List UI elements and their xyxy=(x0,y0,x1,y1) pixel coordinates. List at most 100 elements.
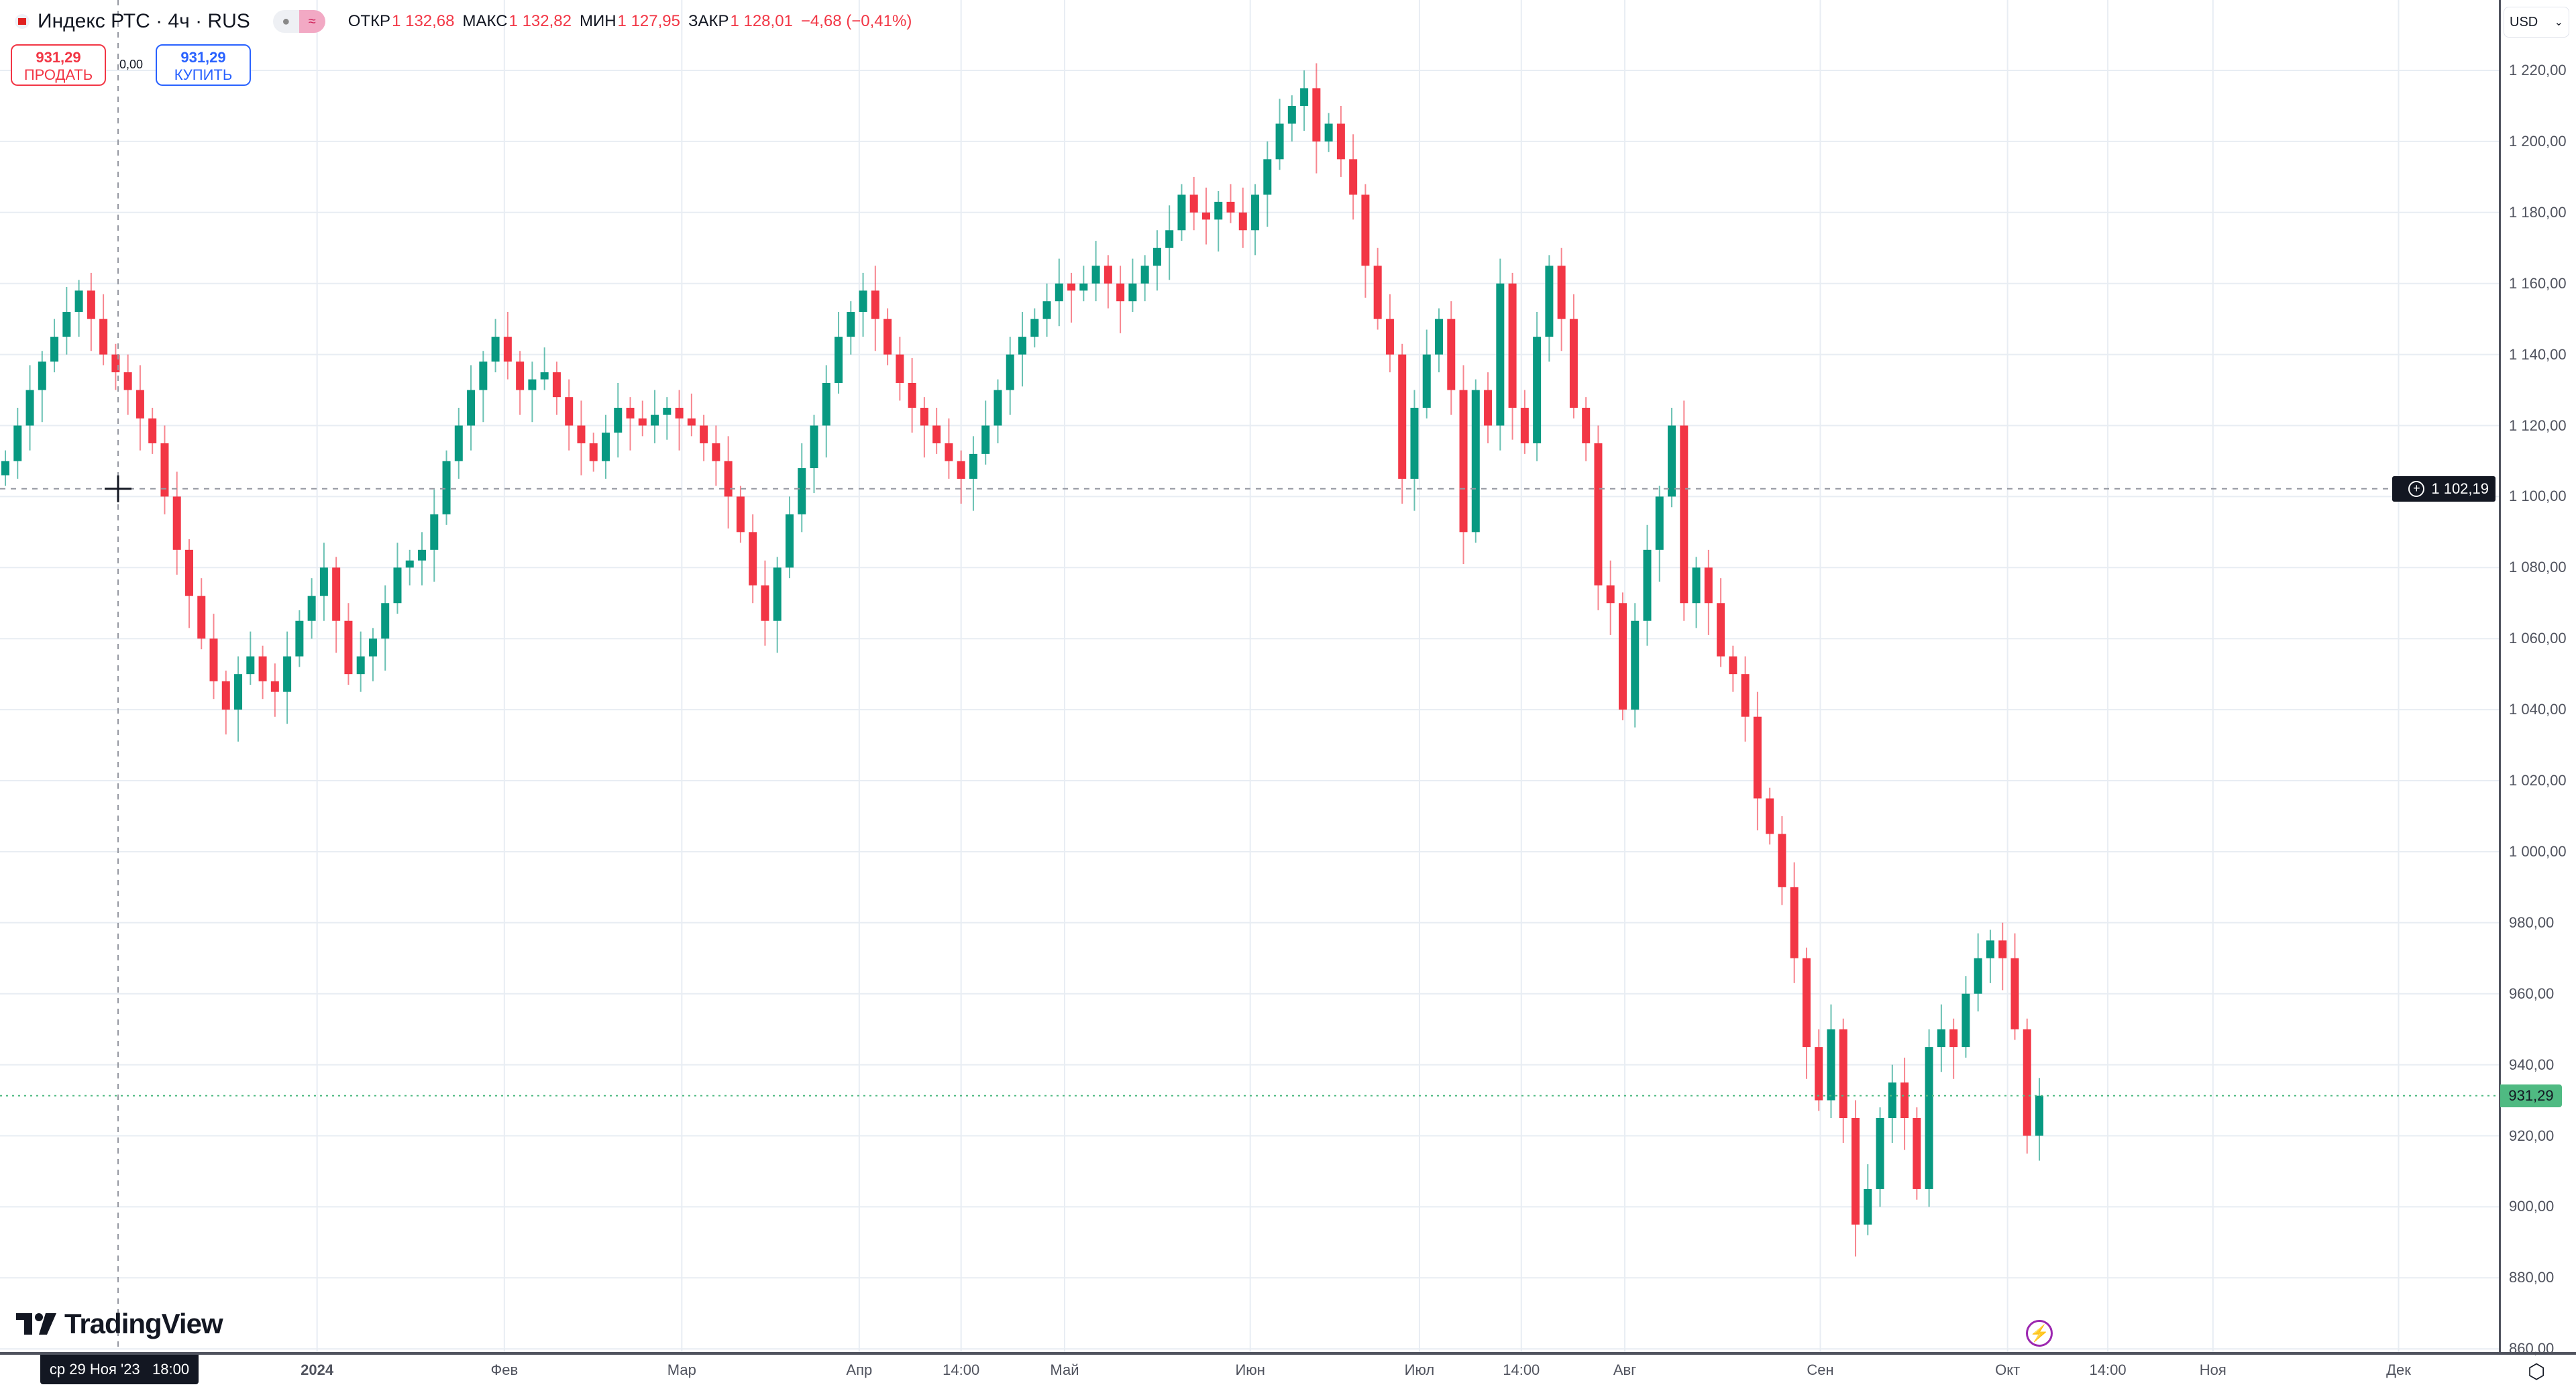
crosshair-price-label: + 1 102,19 xyxy=(2392,476,2496,502)
candle xyxy=(1030,308,1039,348)
candle xyxy=(1729,645,1737,692)
candle xyxy=(994,379,1002,443)
chevron-down-icon: ⌄ xyxy=(2554,17,2563,28)
time-tick-label: Дек xyxy=(2386,1361,2411,1378)
candle xyxy=(246,631,255,685)
time-tick-label: Окт xyxy=(1995,1361,2021,1378)
candle xyxy=(749,514,757,604)
candle xyxy=(847,301,855,355)
time-tick-label: Май xyxy=(1050,1361,1079,1378)
settings-icon[interactable]: ⬡ xyxy=(2528,1361,2546,1383)
candle xyxy=(38,351,46,423)
candle xyxy=(1876,1107,1884,1207)
price-tick-label: 1 100,00 xyxy=(2509,488,2567,505)
candle xyxy=(577,400,586,476)
candle xyxy=(1324,113,1333,152)
candle xyxy=(1606,560,1615,635)
time-tick-label: Ноя xyxy=(2199,1361,2226,1378)
candle xyxy=(13,408,22,479)
candle xyxy=(663,397,672,440)
candle xyxy=(234,656,243,742)
tradingview-logo[interactable]: TradingView xyxy=(16,1308,223,1340)
currency-dropdown[interactable]: USD ⌄ xyxy=(2504,7,2569,38)
time-tick-label: Мар xyxy=(667,1361,696,1378)
price-tick-label: 1 120,00 xyxy=(2509,416,2567,434)
time-tick-label: 14:00 xyxy=(2089,1361,2127,1378)
candle xyxy=(798,443,806,533)
candle xyxy=(932,408,941,454)
candle xyxy=(1827,1004,1835,1119)
candle xyxy=(1177,184,1186,241)
low-label: МИН xyxy=(579,12,616,30)
candle xyxy=(1496,258,1505,451)
candle xyxy=(405,549,414,585)
price-axis[interactable] xyxy=(2499,0,2576,1353)
candle xyxy=(99,294,108,366)
candle xyxy=(822,365,830,458)
time-tick-label: 2024 xyxy=(301,1361,334,1378)
price-chart[interactable] xyxy=(0,0,2499,1353)
time-axis[interactable] xyxy=(0,1352,2576,1395)
toggle-wave-icon[interactable]: ≈ xyxy=(299,10,325,33)
candle xyxy=(418,532,427,585)
candle xyxy=(479,351,488,423)
candle xyxy=(1471,379,1480,543)
candle xyxy=(528,361,537,423)
candle xyxy=(736,486,745,543)
candle xyxy=(344,603,353,685)
candle xyxy=(1557,247,1566,351)
low-value: 1 127,95 xyxy=(617,12,680,30)
candle xyxy=(25,365,34,451)
candle xyxy=(1385,294,1394,373)
candle xyxy=(1116,266,1125,333)
candle xyxy=(871,266,879,351)
candle xyxy=(1361,184,1370,298)
add-alert-plus-icon[interactable]: + xyxy=(2408,480,2425,497)
price-tick-label: 920,00 xyxy=(2509,1127,2555,1144)
toggle-dot-icon[interactable]: ● xyxy=(272,10,299,33)
candle xyxy=(393,543,402,614)
candle xyxy=(969,436,977,511)
candle xyxy=(307,578,316,639)
price-tick-label: 1 020,00 xyxy=(2509,772,2567,789)
candle xyxy=(368,628,377,681)
candle xyxy=(1900,1058,1909,1150)
sell-button[interactable]: 931,29 ПРОДАТЬ xyxy=(11,44,106,86)
buy-label: КУПИТЬ xyxy=(174,66,233,83)
candle xyxy=(1888,1064,1896,1143)
candle xyxy=(1851,1100,1860,1257)
lightning-icon[interactable]: ⚡ xyxy=(2026,1320,2053,1347)
candle xyxy=(295,610,304,667)
candle xyxy=(1251,184,1260,256)
candle xyxy=(1913,1107,1921,1200)
buy-button[interactable]: 931,29 КУПИТЬ xyxy=(156,44,251,86)
candle xyxy=(1067,272,1076,323)
candle xyxy=(2010,933,2019,1040)
chart-style-toggle[interactable]: ● ≈ xyxy=(272,10,325,33)
candle xyxy=(1692,557,1701,628)
candle xyxy=(724,436,733,529)
time-tick-label: Апр xyxy=(846,1361,873,1378)
candle xyxy=(1055,258,1063,327)
candle xyxy=(258,645,267,700)
candle xyxy=(1717,578,1725,667)
candle xyxy=(1189,176,1198,231)
candle xyxy=(1435,308,1444,373)
candle xyxy=(1520,390,1529,454)
candle xyxy=(1839,1018,1847,1143)
candle xyxy=(552,361,561,415)
open-label: ОТКР xyxy=(347,12,391,30)
high-label: МАКС xyxy=(462,12,508,30)
candle xyxy=(1484,372,1493,443)
price-tick-label: 1 060,00 xyxy=(2509,630,2567,647)
candle xyxy=(565,379,574,451)
candle xyxy=(908,357,916,433)
candle xyxy=(1263,141,1272,227)
candle xyxy=(1778,816,1786,905)
candle xyxy=(1275,99,1284,170)
candle xyxy=(87,272,95,351)
crosshair-time: 18:00 xyxy=(152,1361,190,1378)
current-price-label: 931,29 xyxy=(2500,1084,2562,1107)
symbol-title[interactable]: Индекс РТС · 4ч · RUS xyxy=(38,10,250,32)
candle xyxy=(1006,337,1014,415)
